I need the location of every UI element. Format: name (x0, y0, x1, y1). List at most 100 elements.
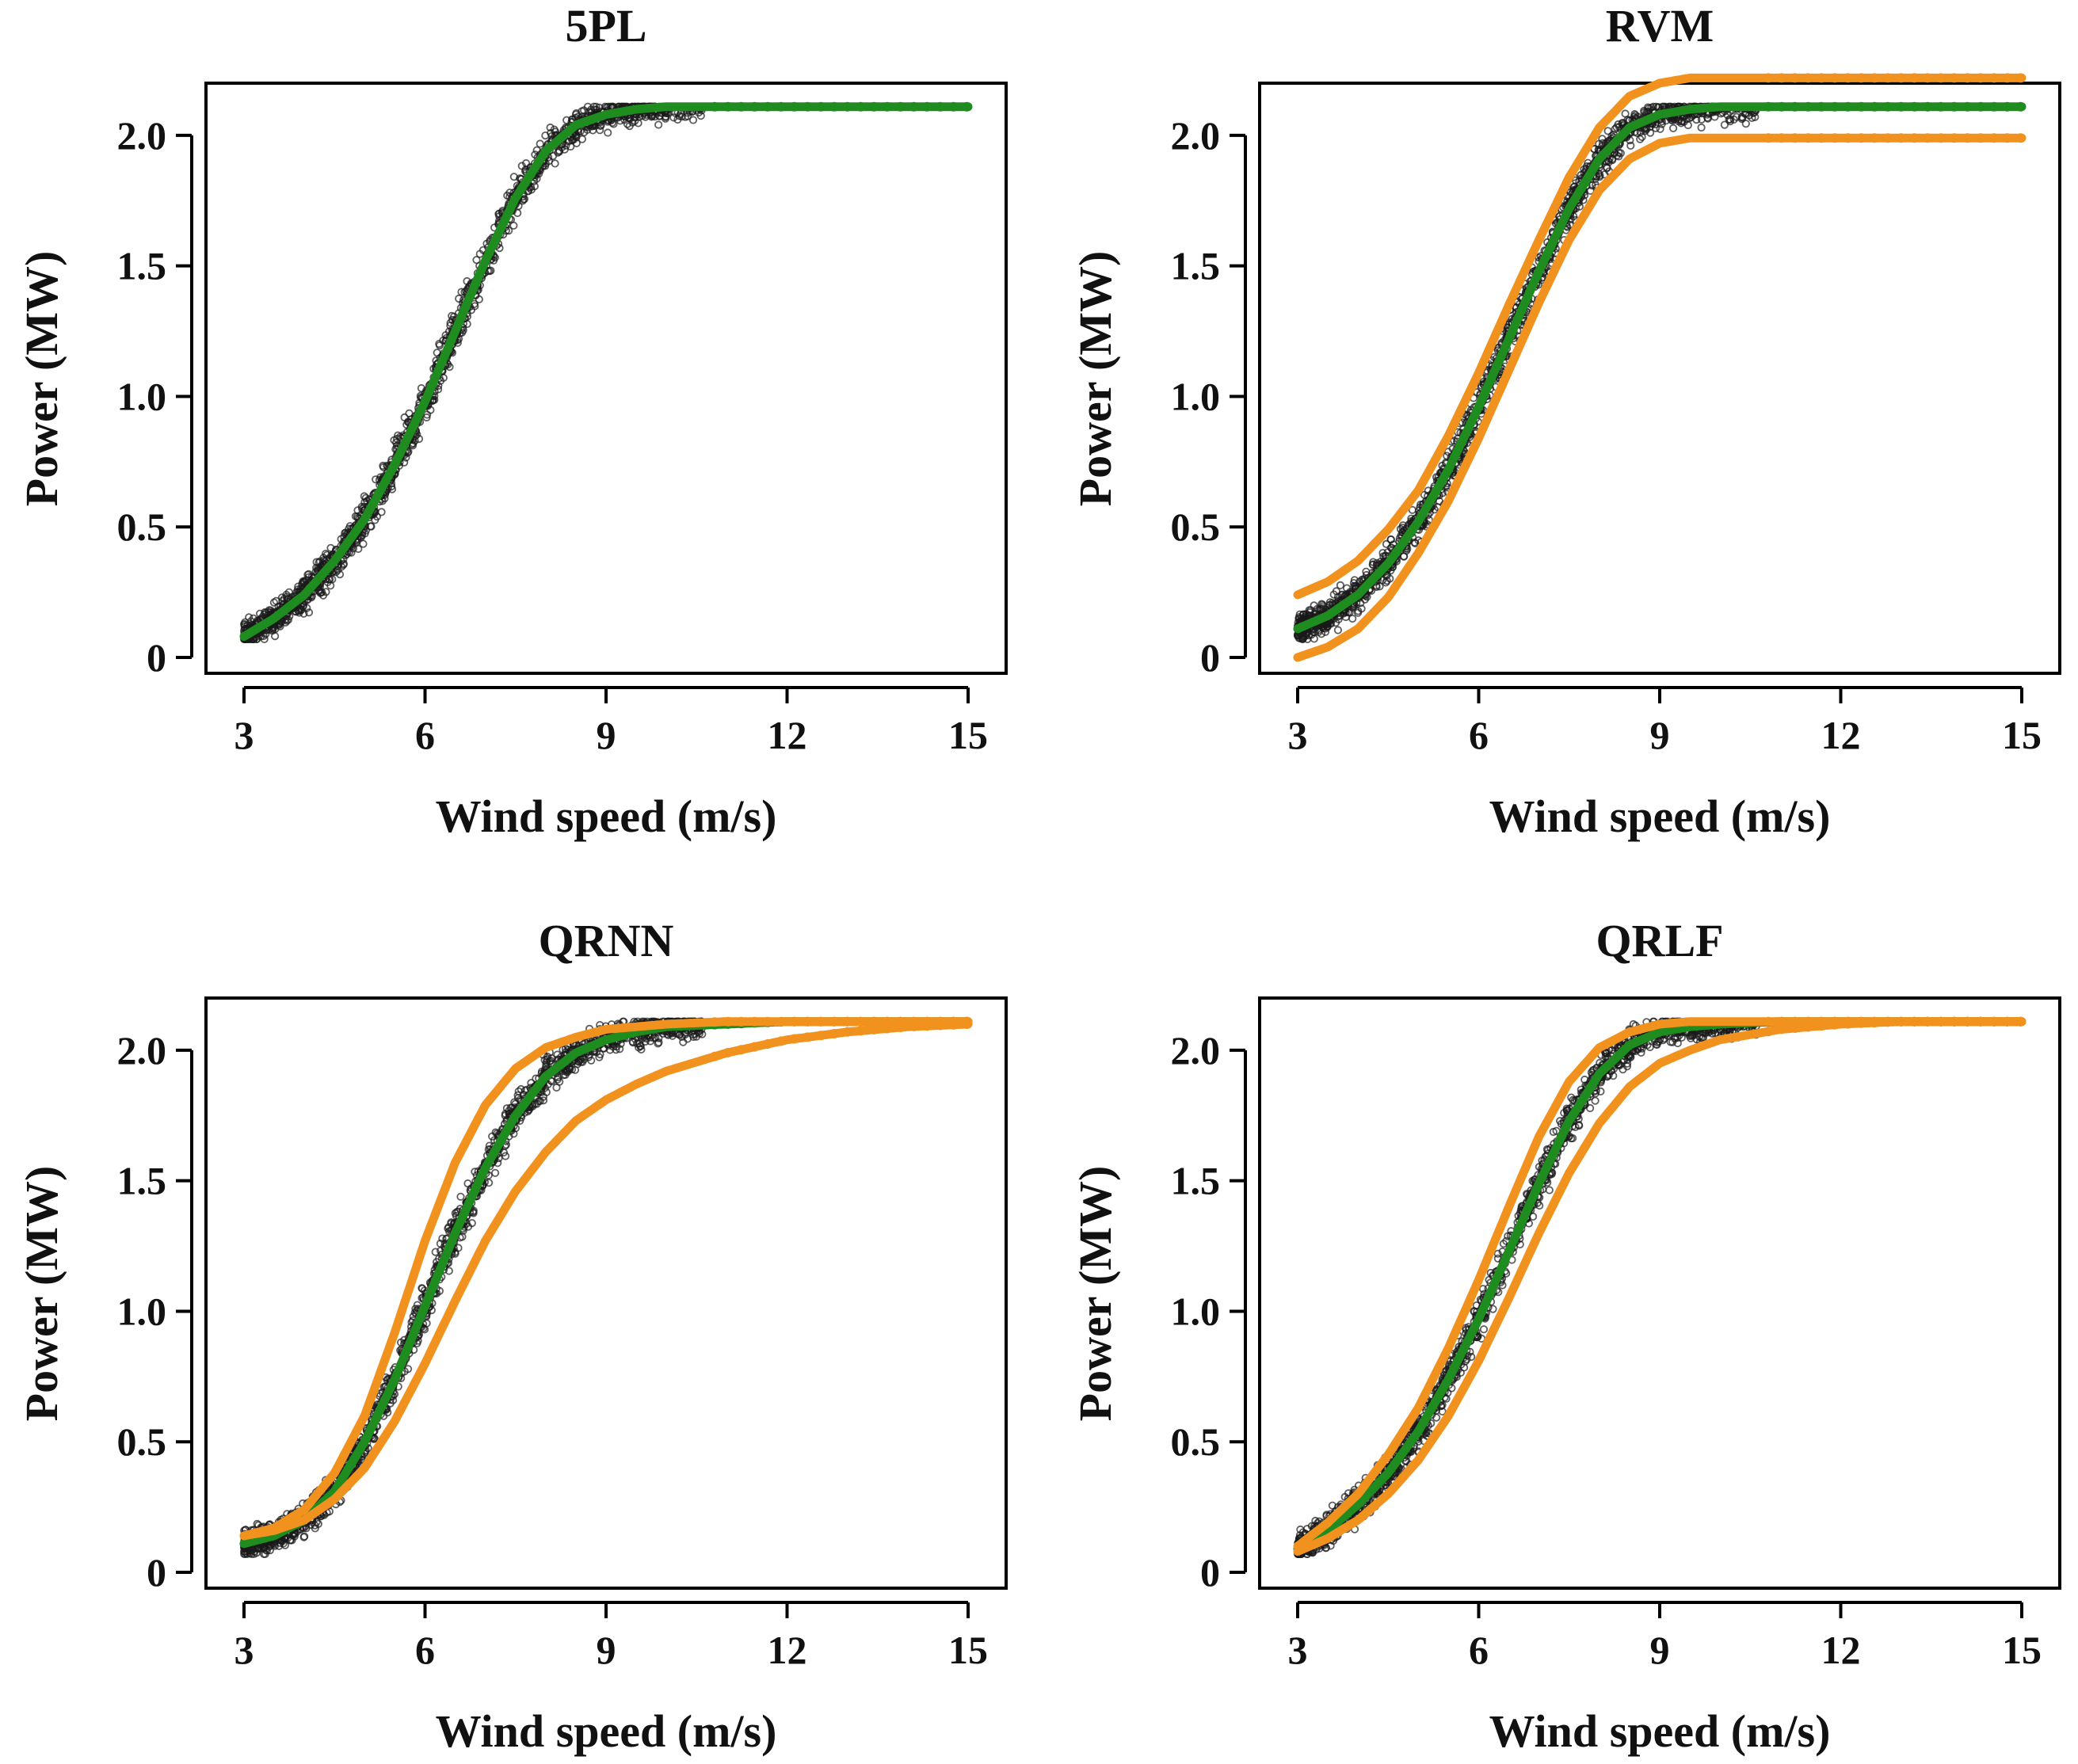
y-tick-label: 1.0 (117, 1289, 167, 1333)
fit-curve-marker (710, 101, 720, 112)
scatter-point (270, 631, 280, 641)
fit-curve-marker (763, 101, 773, 112)
panel-5pl: 5PL Wind speed (m/s) Power (MW) 3 6 9 12 150… (16, 0, 1008, 842)
scatter-point (353, 512, 362, 521)
fit-curve-marker (723, 101, 733, 112)
fit-curve-marker (922, 101, 932, 112)
y-tick-label: 0 (147, 1550, 166, 1594)
y-tick-label: 1.5 (117, 244, 167, 288)
fit-curve-marker (749, 101, 760, 112)
upper-bound-curve (1293, 73, 2027, 600)
scatter-point (1626, 141, 1635, 150)
scatter-point (688, 116, 698, 124)
scatter-point (280, 615, 290, 624)
x-tick-label: 15 (948, 713, 988, 757)
lower-bound-curve (1293, 133, 2027, 662)
y-tick-label: 0 (147, 635, 166, 680)
x-axis-label: Wind speed (m/s) (436, 1705, 777, 1757)
scatter-point (550, 125, 559, 134)
x-tick-label: 15 (2002, 713, 2042, 757)
scatter-point (266, 606, 275, 615)
scatter-point (536, 139, 544, 148)
x-tick-label: 3 (234, 713, 254, 757)
scatter-point (595, 103, 604, 112)
x-tick-label: 12 (1821, 713, 1861, 757)
scatter-point (314, 585, 322, 595)
scatter-point (295, 606, 303, 615)
scatter-point (318, 591, 328, 600)
scatter-point (304, 608, 314, 617)
scatter-point (472, 256, 481, 265)
scatter-point (337, 562, 346, 571)
fit-curve-marker (909, 101, 919, 112)
scatter-point (312, 558, 321, 566)
y-tick-label: 0.5 (117, 505, 167, 549)
panel-qrnn: QRNN Wind speed (m/s) Power (MW) 3 6 9 12 15… (16, 915, 1008, 1757)
fit-curve-marker (882, 101, 892, 112)
y-axis-label: Power (MW) (16, 1166, 67, 1422)
fit-curve-marker (895, 101, 906, 112)
scatter-point (1656, 124, 1664, 133)
scatter-point (578, 107, 586, 116)
plot-frame (204, 82, 1008, 675)
panel-title: QRNN (539, 915, 674, 966)
scatter-point (541, 131, 550, 140)
scatter-point (260, 634, 269, 644)
scatter-point (490, 1168, 500, 1177)
scatter-point (596, 121, 604, 130)
scatter-points (1293, 102, 1760, 644)
scatter-point (1333, 626, 1343, 634)
fit-curve (239, 102, 973, 642)
scatter-point (1697, 123, 1706, 132)
scatter-point (294, 582, 303, 591)
scatter-point (361, 526, 370, 535)
fit-curve-marker (842, 101, 852, 112)
scatter-point (457, 288, 466, 296)
scatter-point (583, 102, 593, 111)
x-tick-label: 6 (1469, 713, 1489, 757)
y-tick-label: 2.0 (117, 1028, 167, 1072)
fit-curve-marker (803, 101, 813, 112)
fit-curve-marker (856, 101, 866, 112)
scatter-point (485, 267, 494, 276)
scatter-point (654, 120, 663, 129)
y-axis-label: Power (MW) (1070, 251, 1121, 507)
scatter-point (417, 383, 426, 393)
scatter-point (596, 126, 604, 135)
y-tick-label: 1.0 (1171, 374, 1221, 418)
scatter-point (272, 596, 280, 605)
scatter-point (634, 119, 642, 128)
y-tick-label: 0.5 (1171, 505, 1221, 549)
scatter-point (1336, 581, 1345, 590)
scatter-point (1408, 505, 1416, 514)
scatter-point (513, 208, 522, 217)
y-tick-label: 0 (1200, 635, 1220, 680)
x-tick-label: 9 (1650, 713, 1670, 757)
scatter-point (1733, 112, 1741, 121)
fit-curve-marker (776, 101, 786, 112)
fit-curve-marker (936, 101, 945, 112)
y-tick-label: 1.5 (1171, 244, 1221, 288)
scatter-point (347, 548, 356, 557)
y-tick-label: 0.5 (117, 1419, 167, 1464)
scatter-point (518, 196, 527, 205)
scatter-point (377, 508, 386, 516)
y-tick-label: 1.0 (117, 374, 167, 418)
scatter-point (422, 410, 432, 419)
y-tick-label: 2.0 (117, 113, 167, 158)
x-tick-label: 6 (415, 1628, 435, 1672)
scatter-point (361, 493, 370, 502)
scatter-point (1621, 109, 1630, 118)
x-tick-label: 12 (768, 713, 807, 757)
scatter-point (299, 577, 308, 585)
scatter-point (339, 561, 348, 570)
scatter-point (546, 123, 555, 132)
scatter-point (456, 1192, 465, 1201)
y-axis-label: Power (MW) (16, 251, 67, 507)
scatter-point (669, 113, 678, 122)
scatter-point (400, 458, 409, 467)
fit-curve-marker (789, 101, 799, 112)
scatter-points (239, 1017, 707, 1559)
scatter-point (604, 128, 612, 137)
